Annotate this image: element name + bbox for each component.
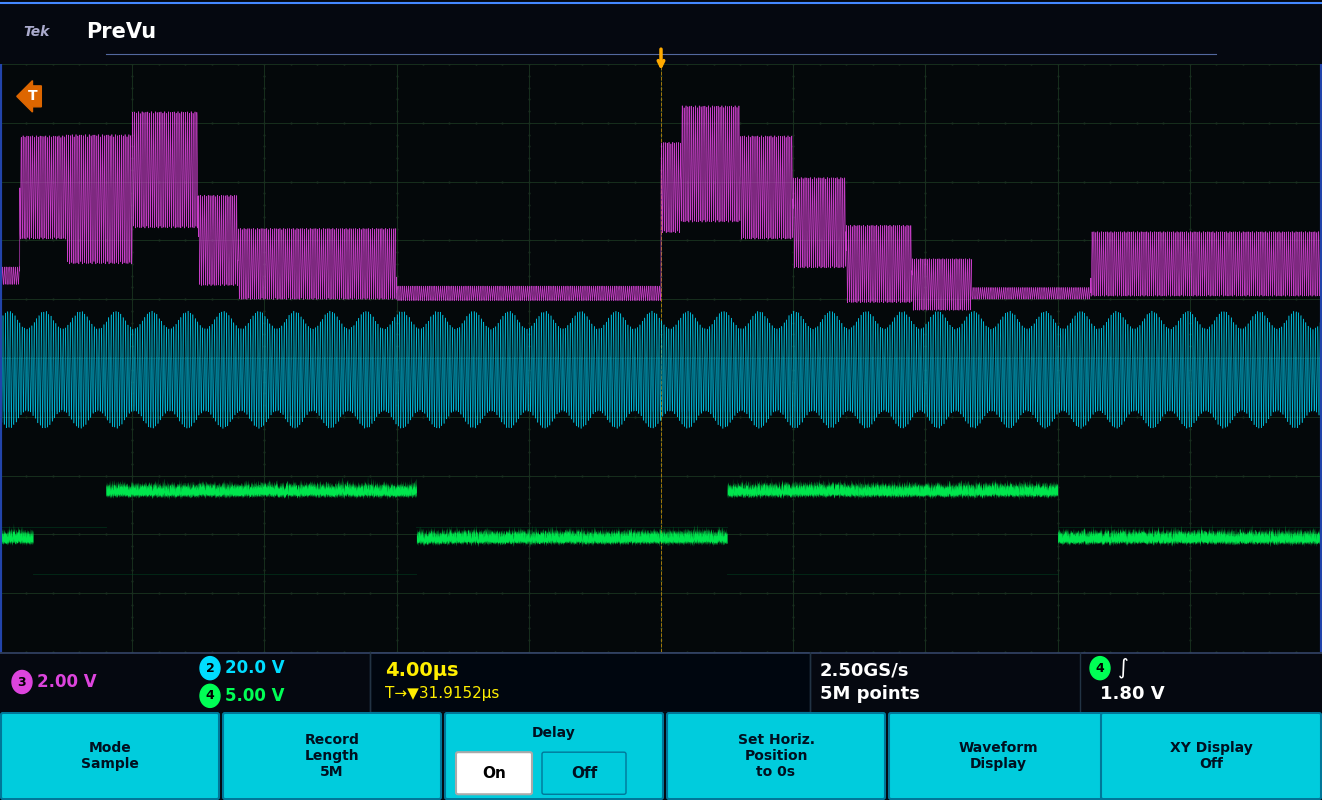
Text: Delay: Delay bbox=[533, 726, 576, 740]
Text: Mode
Sample: Mode Sample bbox=[81, 741, 139, 771]
Text: ∫: ∫ bbox=[1118, 658, 1129, 678]
FancyBboxPatch shape bbox=[456, 752, 531, 794]
FancyBboxPatch shape bbox=[223, 713, 442, 799]
Text: Waveform
Display: Waveform Display bbox=[958, 741, 1038, 771]
Text: 2.50GS/s: 2.50GS/s bbox=[820, 662, 910, 679]
FancyBboxPatch shape bbox=[542, 752, 627, 794]
Text: 3: 3 bbox=[17, 675, 26, 689]
FancyBboxPatch shape bbox=[1, 713, 219, 799]
Text: 4.00μs: 4.00μs bbox=[385, 661, 459, 680]
Text: 5.00 V: 5.00 V bbox=[225, 687, 284, 705]
Text: T: T bbox=[28, 90, 38, 103]
Text: 20.0 V: 20.0 V bbox=[225, 659, 284, 677]
Text: Tek: Tek bbox=[24, 25, 50, 39]
Text: XY Display
Off: XY Display Off bbox=[1170, 741, 1252, 771]
FancyBboxPatch shape bbox=[1101, 713, 1321, 799]
Bar bbox=[370, 652, 810, 712]
Text: 5M points: 5M points bbox=[820, 685, 920, 702]
Circle shape bbox=[200, 684, 219, 707]
Text: T→▼31.9152μs: T→▼31.9152μs bbox=[385, 686, 500, 701]
Circle shape bbox=[1091, 657, 1110, 680]
Text: On: On bbox=[483, 766, 506, 781]
Circle shape bbox=[12, 670, 32, 694]
Text: Off: Off bbox=[571, 766, 598, 781]
Text: 4: 4 bbox=[206, 690, 214, 702]
FancyBboxPatch shape bbox=[446, 713, 664, 799]
Text: PreVu: PreVu bbox=[86, 22, 156, 42]
Text: 4: 4 bbox=[1096, 662, 1104, 674]
Text: 2: 2 bbox=[206, 662, 214, 674]
FancyBboxPatch shape bbox=[888, 713, 1107, 799]
Text: Record
Length
5M: Record Length 5M bbox=[304, 733, 360, 779]
Text: 2.00 V: 2.00 V bbox=[37, 673, 97, 691]
Text: 1.80 V: 1.80 V bbox=[1100, 685, 1165, 702]
Text: Set Horiz.
Position
to 0s: Set Horiz. Position to 0s bbox=[738, 733, 814, 779]
FancyBboxPatch shape bbox=[668, 713, 884, 799]
Circle shape bbox=[200, 657, 219, 680]
